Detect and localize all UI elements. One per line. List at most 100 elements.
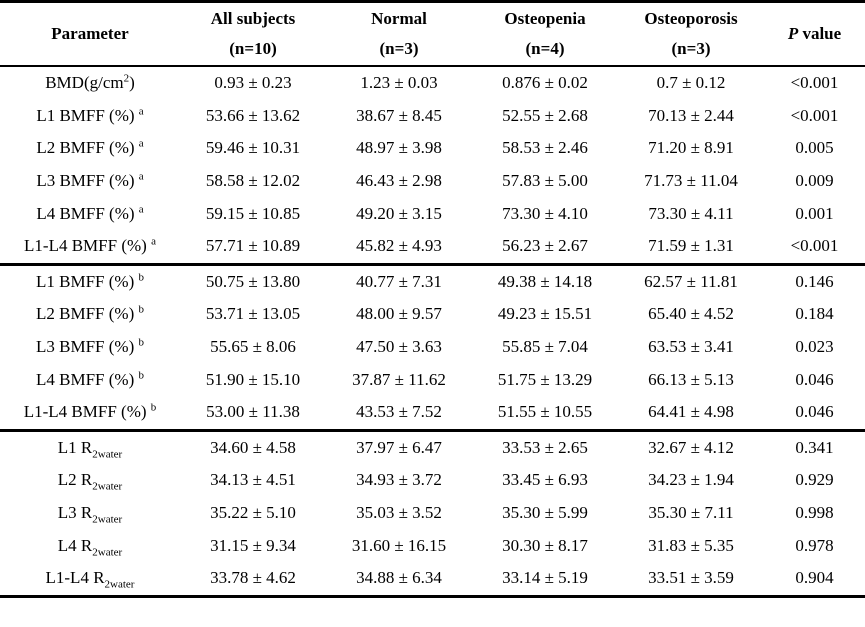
column-title: All subjects [210,9,296,28]
value-cell: 58.53 ± 2.46 [502,138,588,158]
value-cell: 38.67 ± 8.45 [356,105,442,125]
value-cell: 57.71 ± 10.89 [180,229,326,266]
value-cell: 48.97 ± 3.98 [356,138,442,158]
value-cell: 73.30 ± 4.10 [502,203,588,223]
value-cell: 49.38 ± 14.18 [497,271,593,291]
value-cell: 35.30 ± 5.99 [502,503,588,523]
table-row: L4 BMFF (%) b 51.90 ± 15.10 37.87 ± 11.62 5… [0,363,865,396]
header-row: Parameter All subjects (n=10) Normal (n=… [0,1,865,67]
parameter-cell: L3 BMFF (%) b [36,336,144,357]
table-row: L2 BMFF (%) a 59.46 ± 10.31 48.97 ± 3.98 58… [0,132,865,165]
parameter-cell: L1-L4 R2water [0,561,180,598]
value-cell: 48.00 ± 9.57 [356,304,442,324]
parameter-cell: L2 BMFF (%) b [36,303,144,324]
value-cell: 33.78 ± 4.62 [180,561,326,598]
column-header-osteoporosis: Osteoporosis (n=3) [618,1,764,67]
table-row: L4 BMFF (%) a 59.15 ± 10.85 49.20 ± 3.15 73… [0,197,865,230]
parameter-cell: L1 BMFF (%) a [36,105,144,125]
p-value-rest: value [798,24,842,43]
value-cell: 47.50 ± 3.63 [356,337,442,357]
table-header: Parameter All subjects (n=10) Normal (n=… [0,1,865,67]
value-cell: 53.66 ± 13.62 [205,105,301,125]
value-cell: 31.83 ± 5.35 [648,535,734,555]
table-section-r2water: L1 R2water 34.60 ± 4.58 37.97 ± 6.47 33.53 … [0,430,865,598]
value-cell: 53.71 ± 13.05 [205,304,301,324]
value-cell: 62.57 ± 11.81 [644,271,738,291]
value-cell: 34.93 ± 3.72 [356,470,442,490]
column-subtitle: (n=3) [379,39,419,58]
value-cell: 53.00 ± 11.38 [180,395,326,432]
column-header-parameter: Parameter [0,1,180,67]
value-cell: 70.13 ± 2.44 [648,105,734,125]
p-value-cell: 0.998 [795,503,834,523]
parameter-cell: L1 BMFF (%) b [36,271,144,291]
value-cell: 57.83 ± 5.00 [502,171,588,191]
value-cell: 55.65 ± 8.06 [210,337,296,357]
value-cell: 35.03 ± 3.52 [356,503,442,523]
value-cell: 34.88 ± 6.34 [326,561,472,598]
parameter-cell: L1-L4 BMFF (%) b [0,395,180,432]
parameter-cell: L2 BMFF (%) a [36,137,144,158]
value-cell: 35.22 ± 5.10 [210,503,296,523]
value-cell: 33.45 ± 6.93 [502,470,588,490]
value-cell: 0.93 ± 0.23 [214,73,292,93]
value-cell: 34.13 ± 4.51 [210,470,296,490]
column-title: Osteoporosis [644,9,738,28]
p-value-cell: 0.001 [795,203,834,223]
value-cell: 33.14 ± 5.19 [472,561,618,598]
table-row: L1 BMFF (%) b 50.75 ± 13.80 40.77 ± 7.31 49… [0,264,865,298]
value-cell: 51.75 ± 13.29 [497,369,593,389]
table-section-bmff-a: BMD(g/cm2) 0.93 ± 0.23 1.23 ± 0.03 0.876 ± … [0,66,865,266]
p-value-cell: 0.046 [795,369,834,389]
value-cell: 71.20 ± 8.91 [648,138,734,158]
parameter-cell: L1-L4 BMFF (%) a [0,229,180,266]
value-cell: 58.58 ± 12.02 [205,171,301,191]
table-row: L3 BMFF (%) a 58.58 ± 12.02 46.43 ± 2.98 57… [0,165,865,198]
column-title: Osteopenia [504,9,586,28]
results-table: Parameter All subjects (n=10) Normal (n=… [0,0,865,598]
value-cell: 71.73 ± 11.04 [644,171,738,191]
column-subtitle: (n=4) [525,39,565,58]
p-value-cell: 0.046 [764,395,865,432]
value-cell: 45.82 ± 4.93 [326,229,472,266]
value-cell: 33.51 ± 3.59 [618,561,764,598]
value-cell: 0.876 ± 0.02 [502,73,588,93]
column-header-normal: Normal (n=3) [326,1,472,67]
value-cell: 52.55 ± 2.68 [502,105,588,125]
value-cell: 49.23 ± 15.51 [497,304,593,324]
p-value-cell: 0.023 [795,337,834,357]
value-cell: 1.23 ± 0.03 [360,73,438,93]
value-cell: 30.30 ± 8.17 [502,535,588,555]
table-row: L4 R2water 31.15 ± 9.34 31.60 ± 16.15 30.30… [0,529,865,562]
value-cell: 71.59 ± 1.31 [618,229,764,266]
column-subtitle: (n=3) [671,39,711,58]
value-cell: 37.87 ± 11.62 [352,369,446,389]
value-cell: 40.77 ± 7.31 [356,271,442,291]
parameter-cell: L3 BMFF (%) a [36,170,144,191]
column-subtitle: (n=10) [229,39,277,58]
value-cell: 55.85 ± 7.04 [502,337,588,357]
table-row: L1-L4 R2water 33.78 ± 4.62 34.88 ± 6.34 33.… [0,561,865,598]
table-row: L2 R2water 34.13 ± 4.51 34.93 ± 3.72 33.45 … [0,464,865,497]
column-title: Normal [371,9,427,28]
table-row: L1 BMFF (%) a 53.66 ± 13.62 38.67 ± 8.45 52… [0,100,865,133]
value-cell: 63.53 ± 3.41 [648,337,734,357]
p-value-italic: P [787,24,799,43]
value-cell: 35.30 ± 7.11 [648,503,734,523]
table-row: L2 BMFF (%) b 53.71 ± 13.05 48.00 ± 9.57 49… [0,298,865,331]
parameter-cell: L3 R2water [57,503,123,526]
column-header-all-subjects: All subjects (n=10) [180,1,326,67]
table-row: L3 BMFF (%) b 55.65 ± 8.06 47.50 ± 3.63 55.… [0,331,865,364]
parameter-cell: L4 BMFF (%) a [36,203,144,223]
parameter-cell: L4 BMFF (%) b [36,368,144,389]
value-cell: 66.13 ± 5.13 [648,369,734,389]
table-section-bmff-b: L1 BMFF (%) b 50.75 ± 13.80 40.77 ± 7.31 49… [0,264,865,432]
column-header-p-value: P value [764,1,865,67]
table-row: L1-L4 BMFF (%) b 53.00 ± 11.38 43.53 ± 7.5… [0,395,865,432]
value-cell: 59.15 ± 10.85 [205,203,301,223]
value-cell: 32.67 ± 4.12 [648,437,734,457]
value-cell: 73.30 ± 4.11 [648,203,734,223]
p-value-cell: 0.184 [795,304,834,324]
p-value-cell: 0.005 [795,138,834,158]
